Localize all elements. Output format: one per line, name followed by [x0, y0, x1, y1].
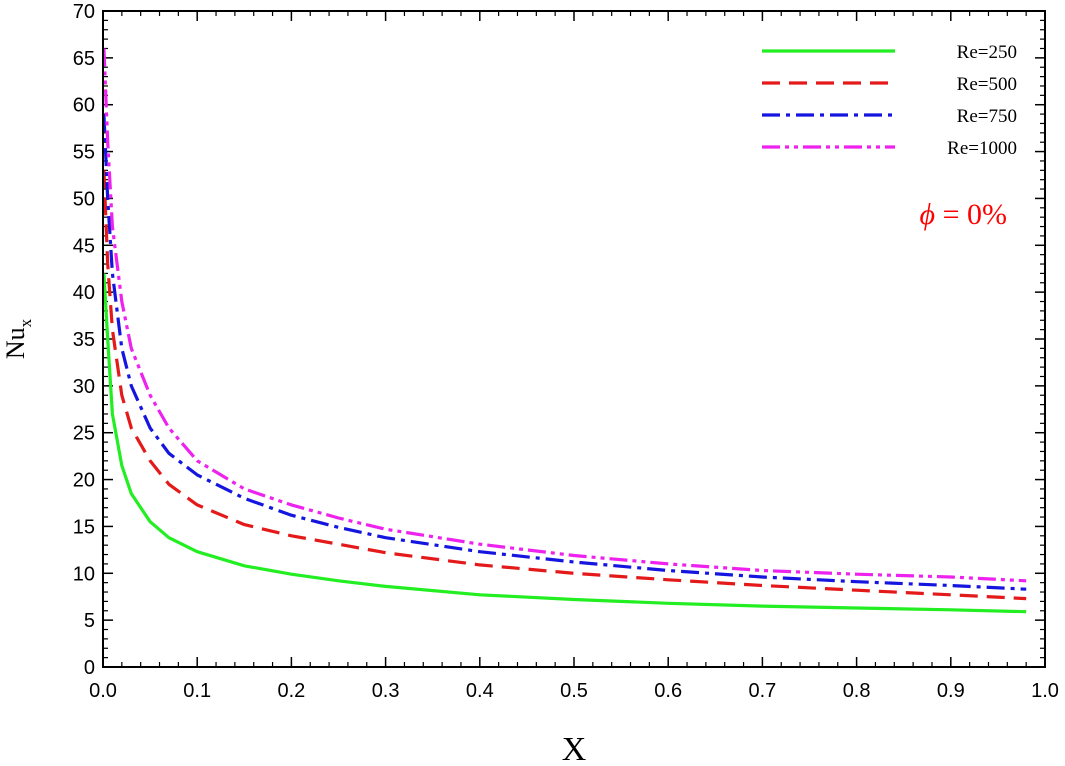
x-tick-label: 0.4	[466, 680, 494, 702]
x-tick-label: 0.9	[937, 680, 965, 702]
series-line-2	[102, 170, 1027, 601]
y-tick-label: 65	[73, 48, 95, 70]
legend-label-2: Re=500	[957, 74, 1017, 95]
x-tick-label: 0.0	[89, 680, 117, 702]
y-axis-label-sub: x	[16, 318, 35, 327]
series-line-3	[102, 114, 1027, 591]
legend-label-4: Re=1000	[947, 138, 1017, 159]
legend-label-3: Re=750	[957, 106, 1017, 127]
x-tick-label: 0.2	[277, 680, 305, 702]
y-tick-label: 70	[73, 1, 95, 23]
y-tick-label: 40	[73, 282, 95, 304]
x-tick-label: 0.1	[183, 680, 211, 702]
series-line-1	[102, 273, 1027, 614]
phi-value: = 0%	[935, 198, 1007, 231]
x-tick-label: 1.0	[1031, 680, 1059, 702]
x-tick-label: 0.6	[654, 680, 682, 702]
phi-annotation: ϕ = 0%	[920, 198, 1007, 231]
y-tick-label: 35	[73, 329, 95, 351]
legend: Re=250 Re=500 Re=750 Re=1000	[762, 42, 1017, 159]
axes: 0.0 0.1 0.2 0.3 0.4 0.5 0.6 0.7 0.8 0.9 1.0 0 5 10 15 2…	[73, 1, 1059, 702]
plot-frame	[102, 10, 1046, 668]
y-tick-label: 10	[73, 563, 95, 585]
phi-symbol: ϕ	[920, 198, 936, 231]
y-tick-label: 20	[73, 470, 95, 492]
x-tick-label: 0.8	[843, 680, 871, 702]
y-axis-label-main: Nu	[1, 327, 30, 359]
series-line-4	[102, 48, 1027, 583]
y-tick-label: 55	[73, 142, 95, 164]
legend-label-1: Re=250	[957, 42, 1017, 63]
x-axis-label: X	[562, 731, 587, 766]
y-tick-label: 5	[84, 610, 95, 632]
y-axis-label: Nux	[1, 318, 35, 359]
y-tick-label: 0	[84, 657, 95, 679]
y-tick-label: 50	[73, 188, 95, 210]
x-tick-label: 0.3	[372, 680, 400, 702]
series-lines	[102, 48, 1027, 614]
y-tick-label: 60	[73, 95, 95, 117]
x-tick-label: 0.5	[560, 680, 588, 702]
x-tick-label: 0.7	[748, 680, 776, 702]
y-tick-label: 25	[73, 423, 95, 445]
y-tick-label: 30	[73, 376, 95, 398]
y-tick-label: 45	[73, 235, 95, 257]
y-tick-label: 15	[73, 516, 95, 538]
